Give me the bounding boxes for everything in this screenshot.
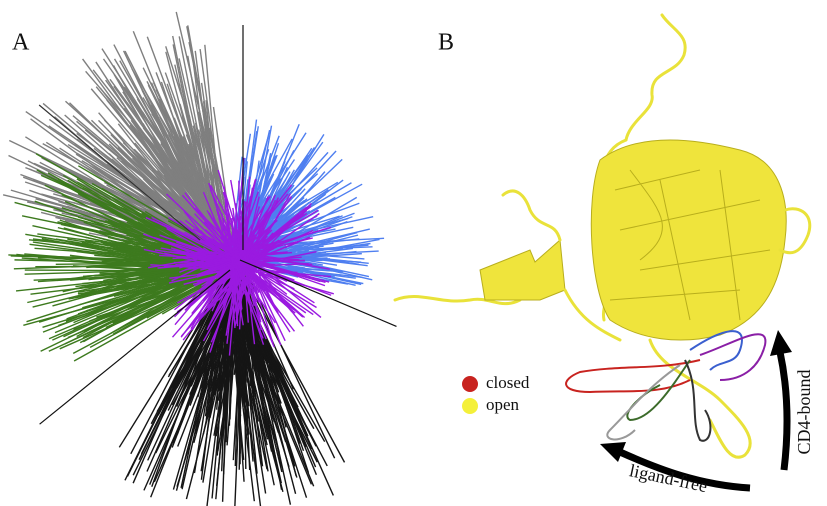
loop [626,15,685,140]
loop [685,360,710,441]
domain [480,240,565,300]
protein-ribbon [395,15,810,457]
legend-swatch [462,398,478,414]
arrow [780,352,787,470]
panel-label: B [438,30,454,56]
legend-label: open [486,395,520,414]
legend-swatch [462,376,478,392]
panel-label: A [12,30,30,56]
arrow-label: ligand-free [628,460,709,496]
arrow-label: CD4-bound [794,370,814,455]
core-domain [591,140,786,340]
panel-a-starburst [3,12,396,506]
arrowhead [770,330,792,356]
loop [700,334,765,380]
legend-label: closed [486,373,530,392]
loop [607,365,680,439]
figure: A B closed open CD4-bound ligand-free [0,0,827,506]
